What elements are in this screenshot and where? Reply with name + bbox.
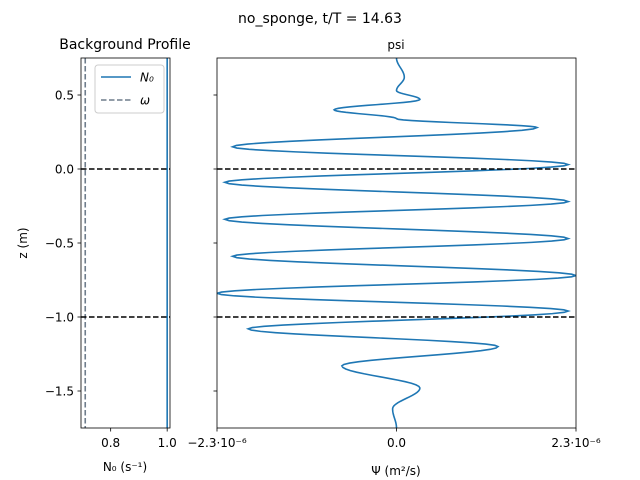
- right-x-tick-label: 0.0: [387, 436, 406, 450]
- legend-label-n0: N₀: [140, 71, 154, 85]
- left-y-tick-label: −0.5: [45, 237, 74, 251]
- left-x-tick-label: 1.0: [158, 436, 177, 450]
- legend: N₀ ω: [94, 64, 165, 114]
- right-x-tick-label: −2.3·10⁻⁶: [187, 436, 247, 450]
- right-plot-area: −2.3·10⁻⁶ 0.0 2.3·10⁻⁶: [187, 57, 601, 450]
- right-x-tick-label: 2.3·10⁻⁶: [551, 436, 601, 450]
- left-panel-title: Background Profile: [59, 37, 191, 53]
- legend-label-omega: ω: [140, 94, 150, 108]
- left-x-axis-label: N₀ (s⁻¹): [103, 460, 147, 474]
- psi-panel: psi −2.3·10⁻⁶ 0.0 2.3·10⁻⁶ Ψ (m²/s): [187, 38, 601, 478]
- left-y-tick-label: 0.0: [55, 163, 74, 177]
- left-y-tick-label: 0.5: [55, 89, 74, 103]
- right-x-axis-label: Ψ (m²/s): [371, 464, 420, 478]
- figure-suptitle: no_sponge, t/T = 14.63: [238, 11, 402, 27]
- left-x-tick-label: 0.8: [101, 436, 120, 450]
- left-y-tick-label: −1.0: [45, 311, 74, 325]
- background-profile-panel: Background Profile 0.5 0.0 −0.5 −1.0 −1.5 0.8…: [16, 37, 191, 474]
- left-plot-area: 0.5 0.0 −0.5 −1.0 −1.5 0.8 1.0 N₀ ω: [45, 57, 177, 450]
- left-y-axis-label: z (m): [16, 227, 30, 258]
- right-panel-title: psi: [387, 38, 404, 52]
- psi-series-line: [217, 58, 576, 428]
- left-y-tick-label: −1.5: [45, 385, 74, 399]
